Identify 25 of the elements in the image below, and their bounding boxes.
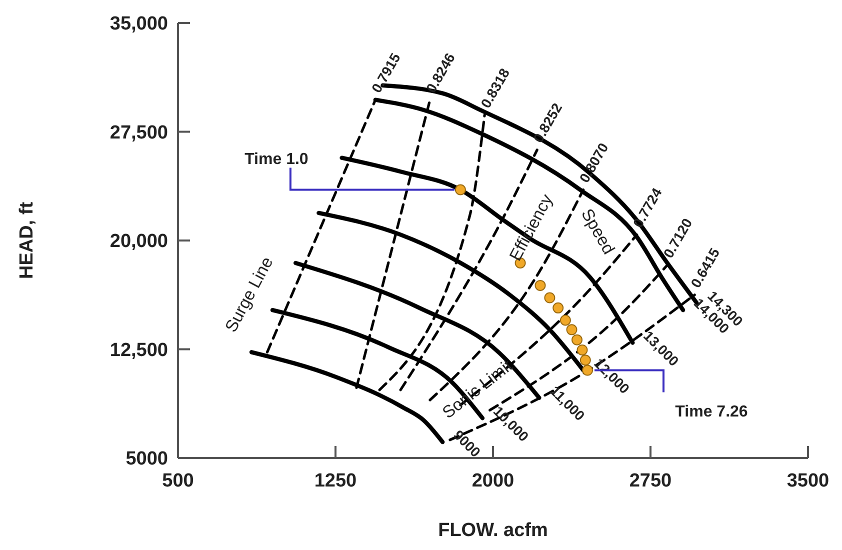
- y-tick-label: 35,000: [110, 14, 168, 35]
- x-tick-label: 1250: [314, 470, 357, 492]
- y-tick-label: 20,000: [110, 231, 168, 252]
- point: [544, 292, 556, 304]
- x-tick-label: 2000: [472, 470, 514, 492]
- x-tick-label: 500: [162, 470, 194, 492]
- point: [582, 364, 593, 376]
- point: [560, 314, 571, 326]
- x-axis-title: FLOW. acfm: [438, 520, 548, 541]
- point: [572, 334, 582, 346]
- y-tick-label: 5000: [126, 448, 168, 470]
- annotation: Surge Line: [221, 254, 277, 336]
- point: [552, 302, 564, 314]
- annotation: Time 7.26: [675, 403, 748, 420]
- annotation: Time 1.0: [244, 150, 308, 168]
- y-axis-title: HEAD, ft: [16, 201, 38, 280]
- x-tick-label: 3500: [786, 470, 830, 492]
- y-tick-label: 27,500: [110, 122, 168, 144]
- point: [580, 354, 591, 366]
- point: [454, 184, 466, 196]
- x-tick-label: 2750: [629, 470, 672, 492]
- point: [576, 344, 588, 356]
- y-tick-label: 12,500: [110, 340, 168, 361]
- point: [534, 280, 546, 291]
- point: [566, 324, 578, 336]
